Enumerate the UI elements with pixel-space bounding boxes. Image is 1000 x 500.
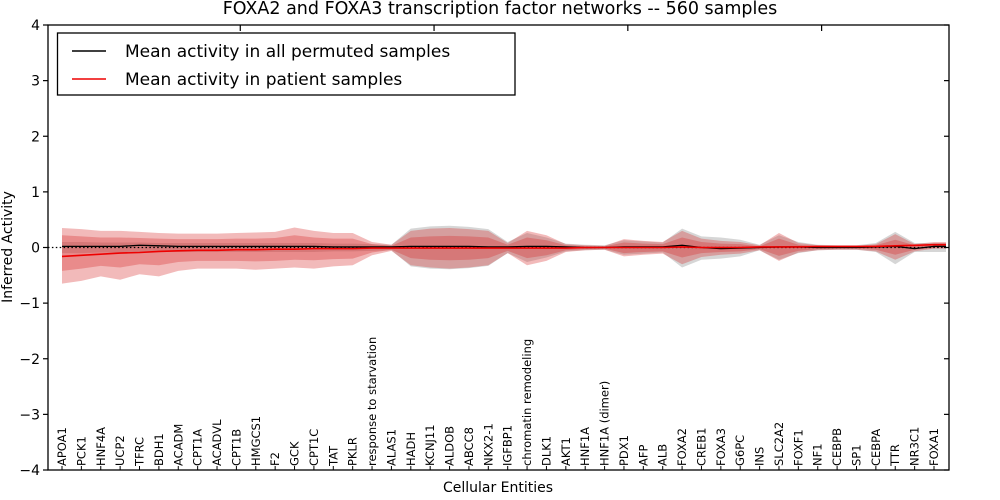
x-tick-label: response to starvation: [365, 337, 379, 466]
x-tick-label: TFRC: [133, 437, 147, 467]
x-tick-label: HNF4A: [94, 427, 108, 466]
y-tick-label: 1: [31, 185, 40, 201]
x-tick-label: ALAS1: [384, 429, 398, 466]
x-tick-label: ACADM: [171, 424, 185, 466]
plot-area: −4 −3 −2 −1 0 1 2 3 4 APOA1 PCK1 HNF4A UCP2 TFRC BDH1 A…: [19, 18, 950, 479]
legend-patient-label: Mean activity in patient samples: [125, 70, 402, 90]
y-axis-label: Inferred Activity: [0, 191, 16, 303]
x-tick-label: AFP: [636, 445, 650, 466]
x-tick-label: NKX2-1: [481, 423, 495, 466]
x-tick-label: APOA1: [55, 427, 69, 466]
x-tick-label: DLK1: [539, 436, 553, 466]
x-tick-label: ALDOB: [443, 426, 457, 466]
x-tick-label: F2: [268, 452, 282, 466]
x-tick-label: BDH1: [152, 433, 166, 466]
x-axis-label: Cellular Entities: [443, 480, 553, 496]
x-tick-label: chromatin remodeling: [520, 339, 534, 466]
x-tick-label: FOXA3: [714, 428, 728, 466]
x-tick-label: ACADVL: [210, 419, 224, 466]
x-tick-label: NF1: [811, 443, 825, 466]
x-tick-label: SLC2A2: [772, 422, 786, 466]
x-tick-label: FOXA1: [927, 428, 941, 466]
x-tick-label: TAT: [326, 445, 340, 467]
x-tick-label: CEBPB: [830, 428, 844, 466]
x-tick-label: INS: [753, 447, 767, 466]
x-tick-label: SP1: [849, 444, 863, 466]
x-tick-label: CPT1A: [191, 429, 205, 466]
x-tick-label: KCNJ11: [423, 424, 437, 466]
x-tick-label: FOXA2: [675, 428, 689, 466]
patient-std-band-inner: [62, 235, 946, 271]
y-tick-label: 3: [31, 74, 40, 90]
y-tick-label: 0: [31, 241, 40, 257]
x-tick-label: CPT1C: [307, 429, 321, 466]
x-tick-label: PKLR: [346, 437, 360, 466]
x-tick-label: HNF1A: [578, 427, 592, 466]
x-tick-label: HMGCS1: [249, 416, 263, 466]
x-tick-label: FOXF1: [791, 429, 805, 466]
x-tick-label: PCK1: [74, 436, 88, 466]
x-tick-label: HADH: [404, 432, 418, 466]
patient-std-band-outer: [62, 227, 946, 284]
x-tick-label: ALB: [656, 444, 670, 466]
x-tick-label: TTR: [888, 444, 902, 467]
x-tick-label: AKT1: [559, 437, 573, 466]
chart-title: FOXA2 and FOXA3 transcription factor net…: [223, 0, 778, 19]
y-tick-label: −1: [19, 296, 40, 312]
patient-mean-line: [61, 243, 946, 258]
x-tick-label: NR3C1: [908, 427, 922, 466]
x-tick-label: UCP2: [113, 435, 127, 466]
y-tick-label: −2: [19, 352, 40, 368]
legend-box: [56, 32, 516, 96]
x-tick-label: IGFBP1: [501, 425, 515, 466]
x-tick-label: PDX1: [617, 435, 631, 466]
x-tick-label: CPT1B: [229, 429, 243, 466]
y-tick-label: 4: [31, 18, 40, 34]
x-tick-label: G6PC: [733, 435, 747, 466]
x-tick-label: CREB1: [694, 428, 708, 467]
x-tick-label: HNF1A (dimer): [598, 381, 612, 466]
y-tick-label: −4: [19, 463, 40, 479]
axes-frame: [47, 24, 950, 471]
y-tick-label: 2: [31, 129, 40, 145]
y-tick-label: −3: [19, 407, 40, 423]
legend: Mean activity in all permuted samples Me…: [56, 32, 516, 96]
legend-permuted-label: Mean activity in all permuted samples: [125, 42, 450, 62]
x-tick-label: CEBPA: [869, 429, 883, 466]
x-tick-label: GCK: [288, 441, 302, 466]
x-tick-label: ABCC8: [462, 427, 476, 466]
